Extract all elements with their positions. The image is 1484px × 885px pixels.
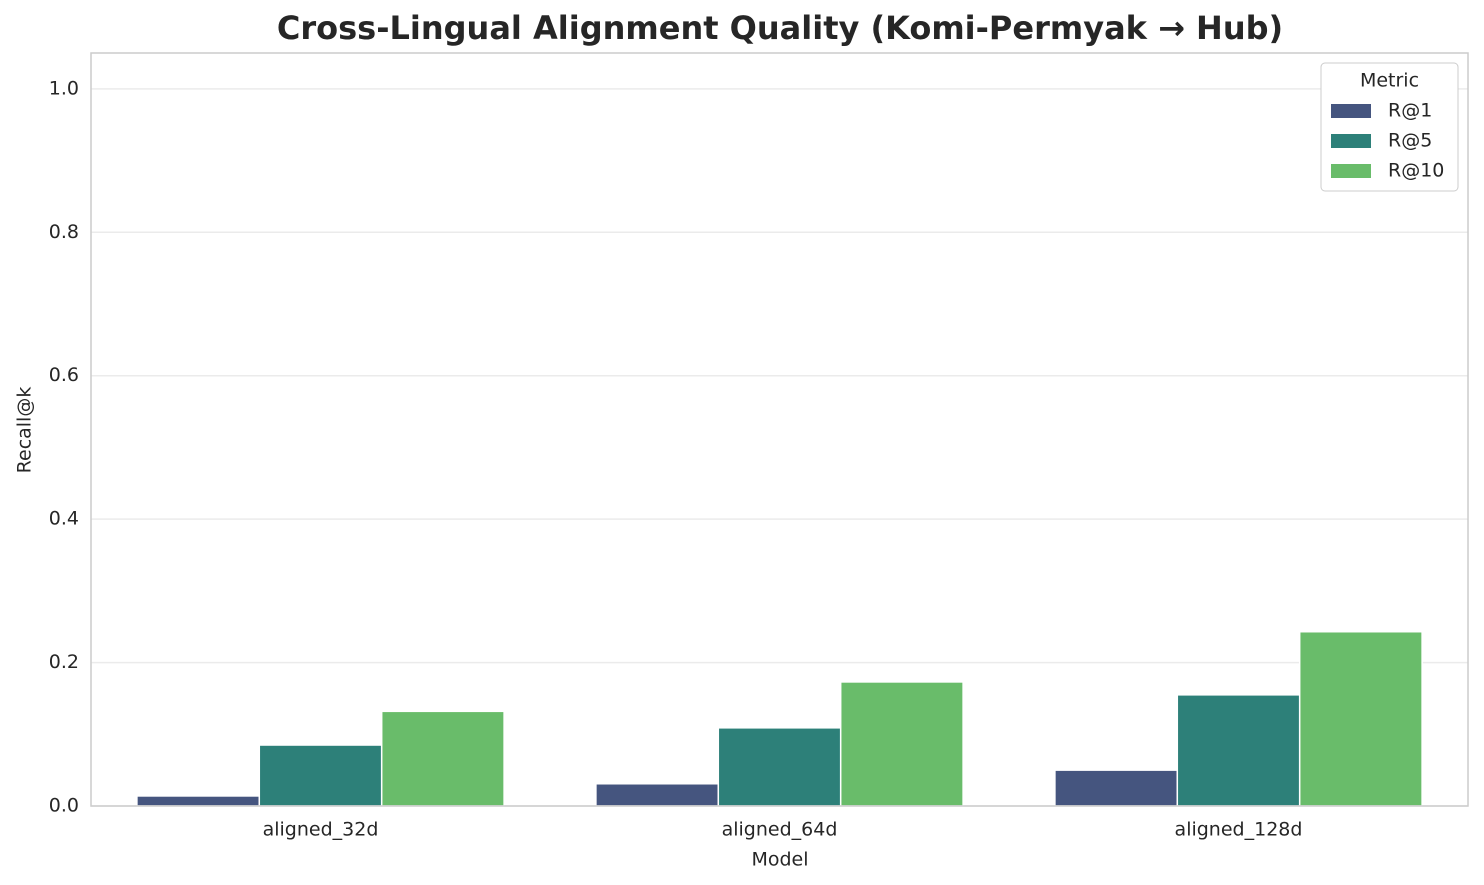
chart-title: Cross-Lingual Alignment Quality (Komi-Pe… bbox=[277, 9, 1283, 47]
bar bbox=[1176, 694, 1301, 807]
y-tick-label: 0.8 bbox=[49, 221, 79, 243]
bar bbox=[258, 744, 383, 807]
y-tick-label: 1.0 bbox=[49, 77, 79, 99]
y-tick-label: 0.4 bbox=[49, 508, 79, 530]
y-tick-label: 0.6 bbox=[49, 364, 79, 386]
y-axis-label: Recall@k bbox=[14, 387, 36, 474]
legend-box bbox=[1320, 62, 1459, 192]
legend-label: R@5 bbox=[1388, 130, 1432, 152]
x-tick-label: aligned_32d bbox=[263, 819, 379, 841]
bar bbox=[1054, 769, 1179, 807]
legend-label: R@1 bbox=[1388, 100, 1432, 122]
y-tick-label: 0.2 bbox=[49, 651, 79, 673]
legend-swatch bbox=[1331, 164, 1371, 178]
bar bbox=[136, 795, 261, 807]
bar bbox=[717, 727, 842, 807]
x-tick-label: aligned_128d bbox=[1175, 819, 1303, 841]
bar bbox=[595, 783, 720, 807]
bar bbox=[380, 710, 505, 807]
x-tick-label: aligned_64d bbox=[722, 819, 838, 841]
y-tick-label: 0.0 bbox=[49, 795, 79, 817]
bar bbox=[1298, 630, 1423, 807]
legend-label: R@10 bbox=[1388, 160, 1444, 182]
legend-swatch bbox=[1331, 104, 1371, 118]
plot-frame bbox=[90, 52, 1469, 807]
x-axis-label: Model bbox=[751, 849, 808, 871]
bar bbox=[839, 681, 964, 807]
legend-swatch bbox=[1331, 134, 1371, 148]
legend-title: Metric bbox=[1360, 70, 1419, 92]
